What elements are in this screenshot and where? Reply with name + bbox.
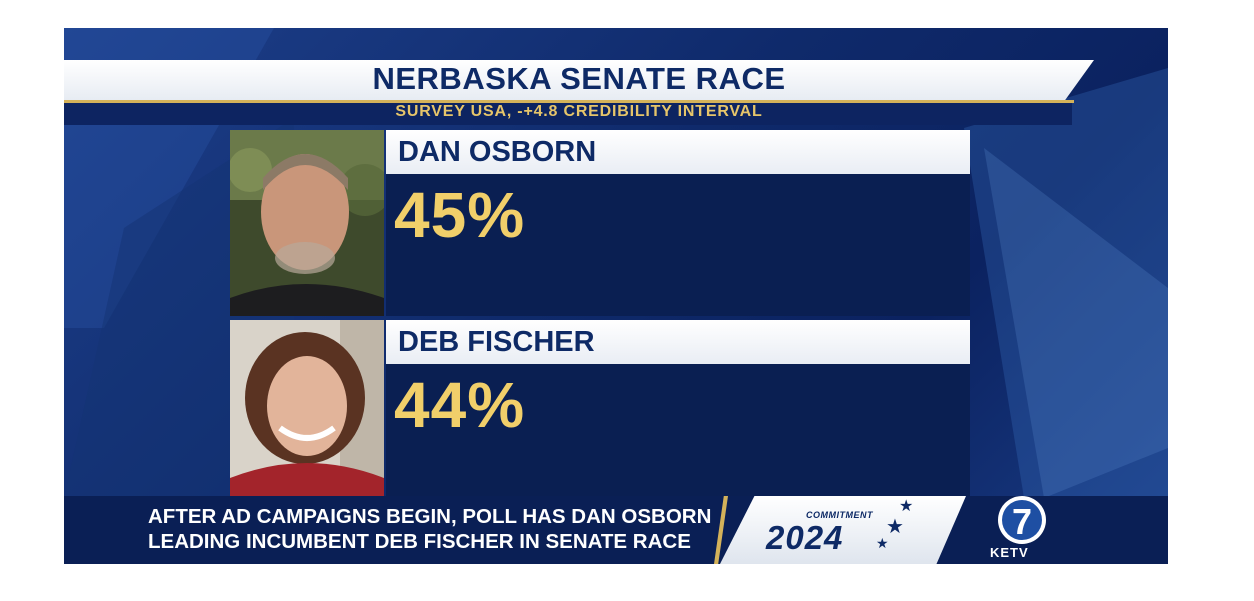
candidate-name-bar [386, 320, 970, 364]
candidate-percent-osborn: 45% [394, 179, 526, 251]
subtitle-band [64, 103, 1072, 125]
title-bar [64, 60, 1094, 100]
ketv-7-logo: 7 [998, 496, 1046, 544]
ticker-headline: AFTER AD CAMPAIGNS BEGIN, POLL HAS DAN O… [148, 505, 712, 553]
commitment-label: COMMITMENT [806, 510, 873, 520]
star-icon: ★ [886, 516, 904, 538]
station-number: 7 [1012, 501, 1032, 542]
title-underline [64, 100, 1074, 103]
candidate-percent-fischer: 44% [394, 369, 526, 441]
graphic-title: NERBASKA SENATE RACE [372, 61, 786, 96]
star-icon: ★ [899, 498, 914, 515]
commitment-year: 2024 [766, 519, 844, 556]
candidate-score-panel [386, 174, 970, 316]
portrait-photo [230, 320, 384, 496]
broadcast-graphic: NERBASKA SENATE RACE SURVEY USA, -+4.8 C… [64, 28, 1168, 564]
station-name: KETV [990, 545, 1029, 560]
candidate-name-osborn: DAN OSBORN [398, 136, 597, 168]
commitment-2024-badge [720, 496, 966, 564]
candidate-score-panel [386, 364, 970, 496]
star-icon: ★ [876, 535, 889, 551]
graphic-subtitle: SURVEY USA, -+4.8 CREDIBILITY INTERVAL [395, 103, 763, 120]
portrait-photo [230, 130, 384, 316]
candidate-photo-osborn [230, 130, 384, 316]
lower-third [64, 496, 1168, 564]
candidate-name-bar [386, 130, 970, 174]
candidate-photo-fischer [230, 320, 384, 496]
candidate-name-fischer: DEB FISCHER [398, 326, 595, 358]
